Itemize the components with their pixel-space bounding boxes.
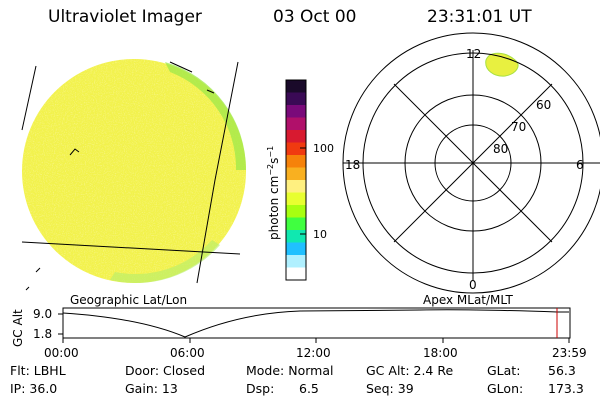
colorbar-cell — [286, 167, 306, 181]
limb-brightening — [165, 62, 247, 170]
y-tick-label: 9.0 — [33, 307, 52, 321]
colorbar-cell — [286, 80, 306, 93]
lat-label: 80 — [493, 142, 508, 156]
colorbar-cell — [286, 155, 306, 168]
altitude-ylabel: GC Alt — [11, 309, 25, 347]
x-tick-label: 06:00 — [170, 346, 205, 360]
colorbar-cell — [286, 117, 306, 131]
filter-info: Flt: LBHL — [10, 363, 66, 378]
unit-base: photon cm — [267, 176, 281, 240]
colorbar-unit: photon cm−2s−1 — [266, 146, 281, 240]
colorbar-cell — [286, 105, 306, 118]
apex-label: Apex MLat/MLT — [423, 293, 513, 307]
longitude-line — [196, 61, 239, 284]
instrument-title: Ultraviolet Imager — [48, 7, 202, 27]
gain-info: Gain: 13 — [125, 381, 178, 396]
x-tick-label: 18:00 — [423, 346, 458, 360]
colorbar-cell — [286, 180, 306, 193]
mlt-label: 18 — [345, 158, 360, 172]
coastline — [25, 267, 41, 291]
colorbar-cell — [286, 205, 306, 218]
lat-label: 70 — [511, 120, 526, 134]
colorbar-cell — [286, 192, 306, 206]
colorbar-tick-label: 100 — [313, 142, 334, 155]
colorbar-cell — [286, 130, 306, 143]
coastline — [169, 61, 193, 73]
coastline — [206, 89, 215, 94]
x-tick-label: 12:00 — [296, 346, 331, 360]
glon-label: GLon: — [487, 381, 524, 396]
altitude-plot — [58, 307, 571, 343]
colorbar-cell — [286, 267, 306, 281]
colorbar-cell — [286, 217, 306, 231]
polar-axis — [393, 83, 553, 243]
geographic-label: Geographic Lat/Lon — [70, 293, 187, 307]
mlt-label: 6 — [576, 158, 584, 172]
unit-exp: −1 — [266, 146, 275, 158]
colorbar-cell — [286, 142, 306, 156]
y-tick-label: 1.8 — [33, 327, 52, 341]
longitude-line — [21, 65, 37, 131]
geographic-image — [21, 59, 247, 291]
lat-label: 60 — [536, 98, 551, 112]
unit-s: s — [267, 158, 281, 164]
dsp-label: Dsp: — [246, 381, 275, 396]
colorbar-cell — [286, 255, 306, 268]
limb-brightening-lower — [110, 240, 220, 284]
latitude-line — [21, 241, 241, 255]
glon-value: 173.3 — [548, 381, 584, 396]
altitude-curve — [62, 309, 569, 338]
mode-info: Mode: Normal — [246, 363, 334, 378]
x-tick-label: 23:59 — [552, 346, 587, 360]
gcalt-info: GC Alt: 2.4 Re — [366, 363, 454, 378]
glat-label: GLat: — [487, 363, 521, 378]
glat-value: 56.3 — [548, 363, 576, 378]
colorbar: 100 10 photon cm−2s−1 — [266, 79, 334, 281]
unit-exp: −2 — [266, 164, 275, 176]
x-tick-label: 00:00 — [44, 346, 79, 360]
mlt-label: 12 — [466, 47, 481, 61]
colorbar-cell — [286, 230, 306, 243]
seq-info: Seq: 39 — [366, 381, 414, 396]
colorbar-tick-label: 10 — [313, 228, 327, 241]
door-info: Door: Closed — [125, 363, 206, 378]
colorbar-cell — [286, 92, 306, 106]
polar-plot — [342, 32, 600, 294]
earth-texture — [22, 59, 246, 283]
date-label: 03 Oct 00 — [273, 7, 357, 27]
dsp-value: 6.5 — [299, 381, 319, 396]
ip-info: IP: 36.0 — [10, 381, 58, 396]
coastline — [69, 148, 80, 156]
mlt-label: 0 — [469, 278, 477, 292]
time-label: 23:31:01 UT — [427, 7, 532, 27]
colorbar-cell — [286, 242, 306, 256]
colorbar-frame — [285, 79, 307, 281]
